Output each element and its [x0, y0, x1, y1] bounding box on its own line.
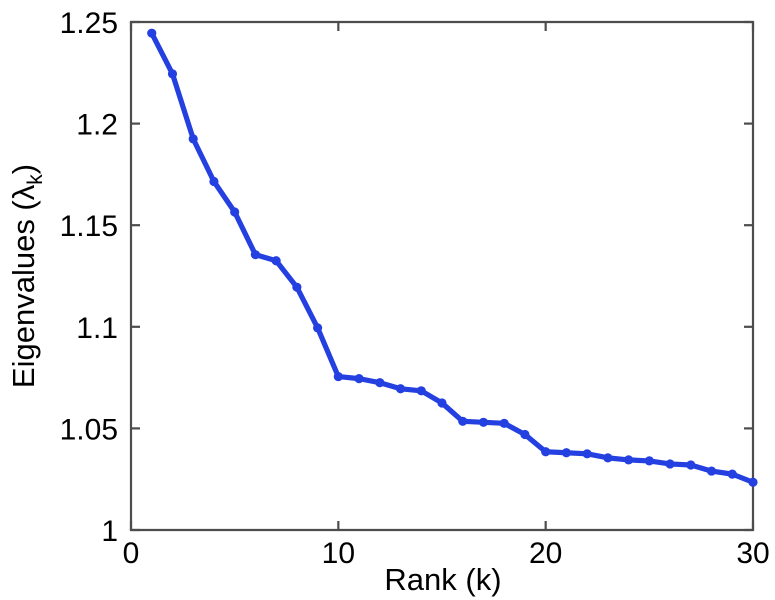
x-tick-label: 20	[529, 537, 562, 570]
data-point-14	[416, 386, 426, 396]
data-point-13	[395, 384, 406, 394]
data-point-25	[644, 456, 654, 466]
x-tick-label: 30	[736, 537, 769, 570]
y-tick-label: 1	[101, 515, 118, 548]
data-point-5	[230, 207, 240, 217]
y-tick-label: 1.15	[60, 210, 118, 243]
x-tick-label: 10	[322, 537, 355, 570]
data-point-24	[624, 455, 634, 465]
series-line	[149, 30, 756, 485]
data-point-8	[292, 282, 302, 292]
x-axis-tick-marks	[129, 22, 755, 530]
eigenvalue-series	[147, 28, 758, 487]
x-axis-title: Rank (k)	[384, 562, 501, 597]
data-point-18	[499, 418, 509, 428]
data-point-1	[147, 28, 157, 38]
y-axis-title: Eigenvalues (λk)	[6, 164, 47, 388]
data-point-15	[437, 398, 447, 408]
plot-axes-box	[129, 20, 755, 532]
data-point-9	[313, 323, 323, 333]
data-point-27	[686, 460, 696, 470]
data-point-22	[582, 449, 592, 459]
x-axis-tick-labels: 0 10 20 30	[123, 537, 770, 570]
x-tick-label: 0	[123, 537, 140, 570]
y-axis-tick-labels: 1 1.05 1.1 1.15 1.2 1.25	[60, 7, 118, 548]
data-point-21	[561, 448, 572, 458]
data-point-12	[375, 378, 385, 388]
data-point-19	[520, 429, 530, 440]
data-point-10	[333, 371, 343, 382]
data-point-26	[665, 459, 675, 469]
y-tick-label: 1.1	[76, 312, 118, 345]
data-point-28	[706, 466, 717, 476]
data-point-7	[271, 256, 281, 266]
y-tick-label: 1.25	[60, 7, 118, 40]
data-point-6	[250, 250, 260, 260]
data-point-3	[188, 134, 198, 144]
data-point-20	[541, 447, 551, 457]
data-point-30	[748, 477, 758, 487]
data-point-29	[727, 469, 737, 479]
data-point-16	[458, 416, 468, 426]
data-point-4	[209, 176, 219, 187]
data-point-23	[603, 453, 613, 463]
data-point-2	[167, 69, 178, 79]
data-point-17	[478, 417, 489, 427]
data-point-11	[354, 374, 364, 384]
y-tick-label: 1.05	[60, 413, 118, 446]
y-tick-label: 1.2	[76, 109, 118, 142]
y-axis-tick-marks	[131, 20, 753, 532]
